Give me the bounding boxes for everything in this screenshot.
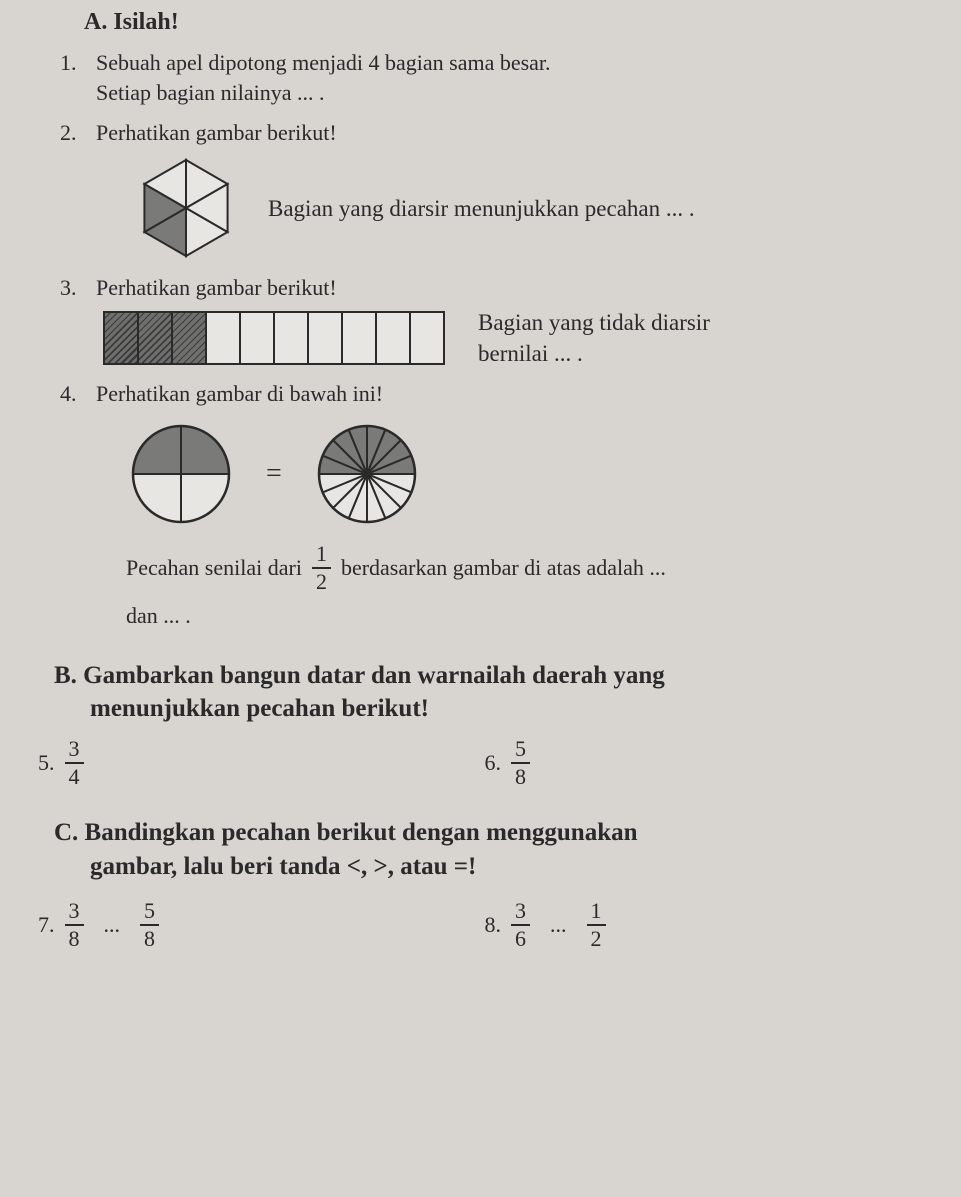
question-5: 5. 3 4 — [38, 738, 485, 788]
q6-frac-num: 5 — [511, 738, 530, 764]
section-a-header: A. Isilah! — [84, 6, 931, 38]
question-1: 1. Sebuah apel dipotong menjadi 4 bagian… — [60, 48, 931, 107]
q8-a-d: 6 — [511, 926, 530, 950]
q5-num: 5. — [38, 748, 55, 778]
question-6: 6. 5 8 — [485, 738, 932, 788]
equals-sign: = — [266, 455, 282, 493]
q7-frac-b: 5 8 — [140, 900, 159, 950]
section-b-header-l1: B. Gambarkan bangun datar dan warnailah … — [54, 659, 931, 693]
q4-frac-num: 1 — [312, 543, 331, 569]
q8-b-d: 2 — [587, 926, 606, 950]
q7-dots: ... — [104, 910, 121, 940]
circle-right-diagram — [312, 419, 422, 529]
q1-line1: Sebuah apel dipotong menjadi 4 bagian sa… — [96, 48, 931, 78]
q6-fraction: 5 8 — [511, 738, 530, 788]
q8-b-n: 1 — [587, 900, 606, 926]
section-c-header-l1: C. Bandingkan pecahan berikut dengan men… — [54, 816, 931, 850]
q7-a-n: 3 — [65, 900, 84, 926]
q3-num: 3. — [60, 273, 88, 303]
q2-num: 2. — [60, 118, 88, 148]
section-c-header-l2: gambar, lalu beri tanda <, >, atau =! — [90, 850, 931, 884]
circle-left-diagram — [126, 419, 236, 529]
q8-frac-a: 3 6 — [511, 900, 530, 950]
q3-prompt-l1: Bagian yang tidak diarsir — [478, 307, 710, 338]
question-7: 7. 3 8 ... 5 8 — [38, 900, 485, 950]
hexagon-diagram — [126, 153, 246, 263]
q7-num: 7. — [38, 910, 55, 940]
q2-prompt: Bagian yang diarsir menunjukkan pecahan … — [268, 193, 695, 224]
q5-fraction: 3 4 — [65, 738, 84, 788]
q8-num: 8. — [485, 910, 502, 940]
section-b-header-l2: menunjukkan pecahan berikut! — [90, 692, 931, 726]
q5-frac-den: 4 — [65, 764, 84, 788]
q2-line1: Perhatikan gambar berikut! — [96, 118, 931, 148]
q4-num: 4. — [60, 379, 88, 409]
q6-frac-den: 8 — [511, 764, 530, 788]
q5-frac-num: 3 — [65, 738, 84, 764]
q4-line1: Perhatikan gambar di bawah ini! — [96, 379, 931, 409]
q1-line2: Setiap bagian nilainya ... . — [96, 78, 931, 108]
q7-b-d: 8 — [140, 926, 159, 950]
q4-fraction: 1 2 — [312, 543, 331, 593]
q3-prompt-l2: bernilai ... . — [478, 338, 710, 369]
q4-prompt-l2: dan ... . — [126, 601, 931, 631]
question-8: 8. 3 6 ... 1 2 — [485, 900, 932, 950]
q4-prompt-pre: Pecahan senilai dari — [126, 553, 302, 583]
question-3: 3. Perhatikan gambar berikut! Bagian yan… — [60, 273, 931, 369]
q3-line1: Perhatikan gambar berikut! — [96, 273, 931, 303]
q4-frac-den: 2 — [312, 569, 331, 593]
q7-frac-a: 3 8 — [65, 900, 84, 950]
q4-prompt-post: berdasarkan gambar di atas adalah ... — [341, 553, 666, 583]
q8-frac-b: 1 2 — [587, 900, 606, 950]
q8-dots: ... — [550, 910, 567, 940]
q6-num: 6. — [485, 748, 502, 778]
bar-diagram — [100, 308, 448, 368]
q7-b-n: 5 — [140, 900, 159, 926]
q8-a-n: 3 — [511, 900, 530, 926]
q7-a-d: 8 — [65, 926, 84, 950]
question-2: 2. Perhatikan gambar berikut! Bagian yan… — [60, 118, 931, 264]
question-4: 4. Perhatikan gambar di bawah ini! = Pec… — [60, 379, 931, 630]
q1-num: 1. — [60, 48, 88, 78]
